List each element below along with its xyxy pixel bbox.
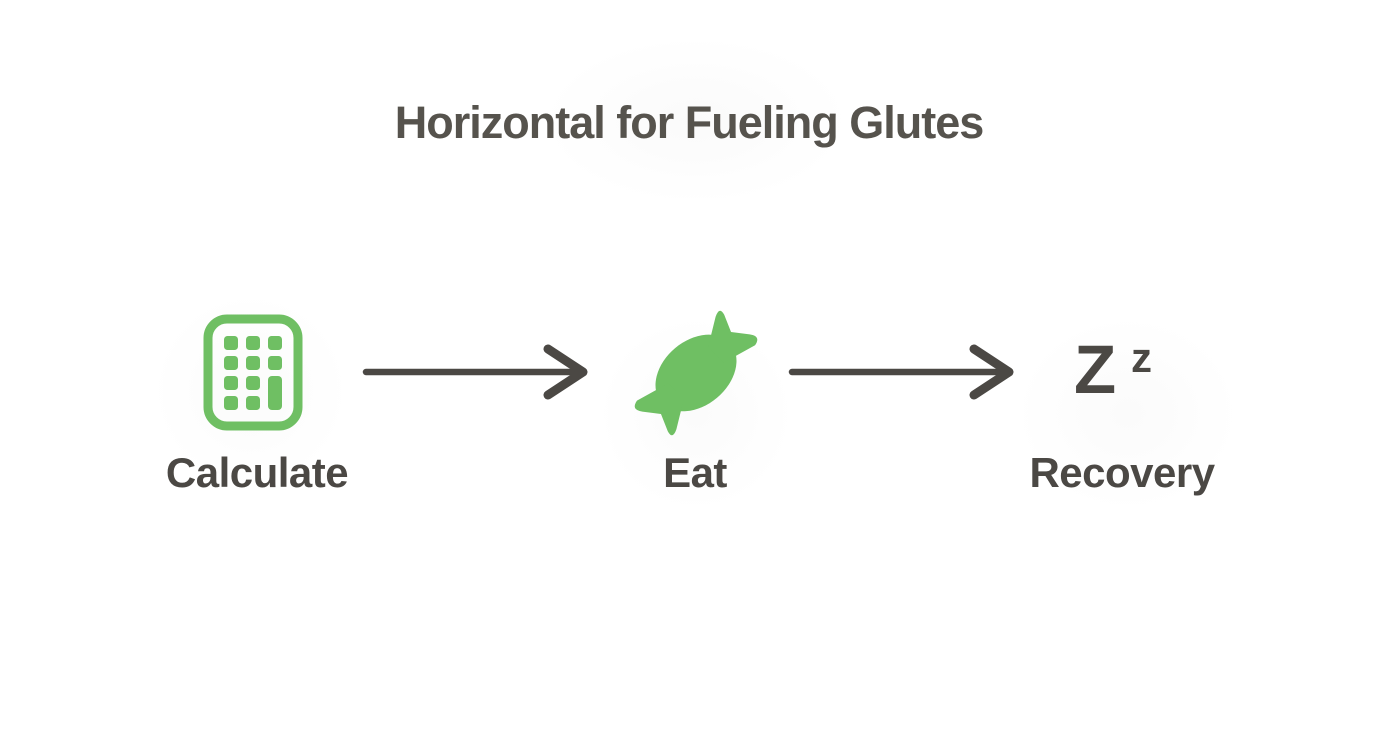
zz-small-glyph: z [1131,334,1152,381]
step-label-calculate: Calculate [165,449,349,496]
zz-large-glyph: Z [1074,331,1117,408]
candy-icon [634,310,758,436]
calculator-icon [203,314,303,431]
step-label-eat: Eat [663,449,727,496]
calculator-keys [224,336,282,410]
page-title: Horizontal for Fueling Glutes [394,97,985,148]
arrow-right-icon [788,344,1014,400]
step-label-recovery: Recovery [1029,449,1215,496]
arrow-right-icon [362,344,588,400]
